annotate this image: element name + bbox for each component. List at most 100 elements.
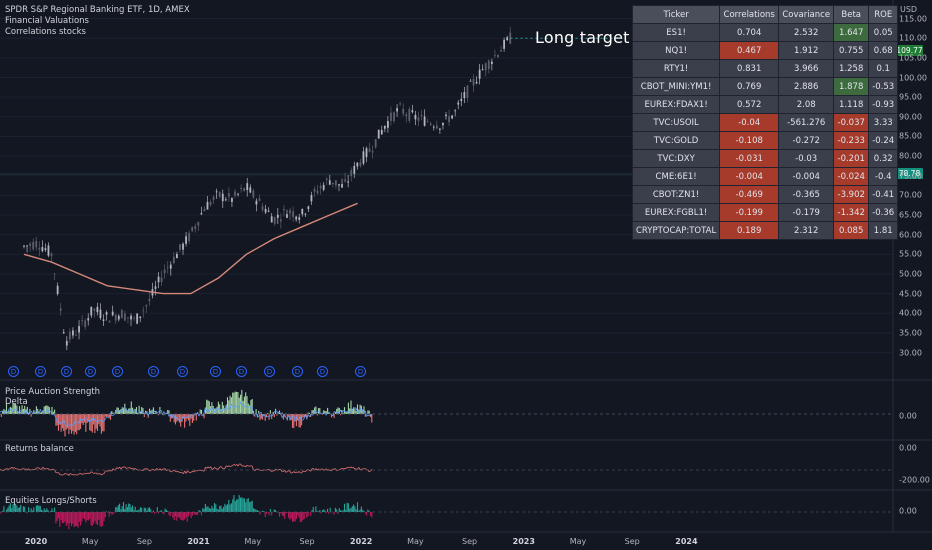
candle-body xyxy=(261,206,264,211)
candle-body xyxy=(179,244,181,250)
dividend-marker-icon[interactable]: D xyxy=(177,366,188,377)
candle-body xyxy=(292,211,295,218)
candle-body xyxy=(478,69,481,79)
table-row: RTY1! 0.831 3.966 1.258 0.1 xyxy=(633,60,898,77)
dividend-marker-icon[interactable]: D xyxy=(85,366,96,377)
cell-ticker: CBOT:ZN1! xyxy=(633,186,720,203)
pane-title-returns-balance[interactable]: Returns balance xyxy=(5,444,74,454)
candle-body xyxy=(114,314,117,321)
candle-body xyxy=(56,285,59,294)
candle-body xyxy=(182,243,184,250)
indicator-legend-valuations[interactable]: Financial Valuations xyxy=(5,16,89,26)
candle-body xyxy=(96,306,99,313)
candle-body xyxy=(438,128,441,130)
candle-body xyxy=(356,162,359,167)
header-roe: ROE xyxy=(869,6,898,23)
candle-body xyxy=(50,253,53,257)
dividend-marker-icon[interactable]: D xyxy=(112,366,123,377)
pane-subtitle-delta[interactable]: Delta xyxy=(5,397,28,407)
currency-label[interactable]: USD xyxy=(900,5,918,14)
candle-body xyxy=(328,180,331,185)
cell-cov: 2.532 xyxy=(779,24,834,41)
cell-corr: -0.031 xyxy=(720,150,779,167)
dividend-marker-icon[interactable]: D xyxy=(210,366,221,377)
dividend-marker-icon[interactable]: D xyxy=(35,366,46,377)
price-tick-label: 100.00 xyxy=(899,73,927,82)
header-correlations: Correlations xyxy=(720,6,779,23)
cell-cov: 2.08 xyxy=(779,96,834,113)
candle-body xyxy=(423,116,426,126)
candle-body xyxy=(338,184,340,186)
candle-body xyxy=(475,81,478,84)
candle-body xyxy=(442,122,444,126)
time-tick-label: May xyxy=(569,537,587,546)
candle-body xyxy=(212,196,215,200)
dividend-marker-icon[interactable]: D xyxy=(148,366,159,377)
candle-body xyxy=(84,320,87,328)
candle-body xyxy=(377,129,380,139)
cell-corr: 0.467 xyxy=(720,42,779,59)
candle-body xyxy=(374,139,377,148)
candle-body xyxy=(365,148,368,158)
candle-body xyxy=(316,190,319,194)
candle-body xyxy=(117,315,120,320)
cell-beta: 0.755 xyxy=(834,42,869,59)
candle-body xyxy=(276,214,279,218)
candle-body xyxy=(283,209,285,211)
dividend-marker-icon[interactable]: D xyxy=(236,366,247,377)
candle-body xyxy=(166,267,169,269)
candle-body xyxy=(494,55,496,56)
candle-body xyxy=(420,114,423,117)
candle-body xyxy=(466,85,469,98)
candle-body xyxy=(65,340,68,346)
cell-ticker: CME:6E1! xyxy=(633,168,720,185)
time-tick-label: Sep xyxy=(624,537,640,546)
dividend-marker-icon[interactable]: D xyxy=(8,366,19,377)
cell-roe: -0.93 xyxy=(869,96,898,113)
dividend-marker-icon[interactable]: D xyxy=(61,366,72,377)
cell-corr: 0.572 xyxy=(720,96,779,113)
pane2-neg-tick: -200.00 xyxy=(899,475,930,485)
candle-body xyxy=(185,236,187,244)
dividend-marker-icon[interactable]: D xyxy=(292,366,303,377)
candle-body xyxy=(325,178,328,180)
table-row: TVC:DXY -0.031 -0.03 -0.201 0.32 xyxy=(633,150,898,167)
candle-body xyxy=(136,313,139,324)
candle-body xyxy=(383,125,386,129)
cell-corr: 0.189 xyxy=(720,222,779,239)
candle-body xyxy=(457,102,460,105)
dividend-marker-icon[interactable]: D xyxy=(317,366,328,377)
cell-cov: -0.179 xyxy=(779,204,834,221)
candle-body xyxy=(267,210,270,212)
indicator-legend-correlations[interactable]: Correlations stocks xyxy=(5,27,86,37)
candle-body xyxy=(231,198,233,202)
candle-body xyxy=(194,226,197,230)
cell-beta: -0.024 xyxy=(834,168,869,185)
cell-beta: 1.647 xyxy=(834,24,869,41)
candle-body xyxy=(172,256,175,264)
dividend-marker-icon[interactable]: D xyxy=(355,366,366,377)
candle-body xyxy=(399,103,402,105)
cell-roe: -0.4 xyxy=(869,168,898,185)
delta-line xyxy=(0,401,893,426)
pane-title-equities[interactable]: Equities Longs/Shorts xyxy=(5,496,97,506)
candle-body xyxy=(353,165,356,174)
price-candles xyxy=(23,26,512,351)
candle-body xyxy=(270,216,273,223)
candle-body xyxy=(469,80,472,82)
candle-body xyxy=(393,112,395,122)
table-header-row: Ticker Correlations Covariance Beta ROE xyxy=(633,6,898,23)
pane-title-price-auction[interactable]: Price Auction Strength xyxy=(5,387,101,397)
symbol-legend[interactable]: SPDR S&P Regional Banking ETF, 1D, AMEX xyxy=(5,5,190,15)
candle-body xyxy=(380,129,383,135)
candle-body xyxy=(120,309,123,319)
cell-ticker: CBOT_MINI:YM1! xyxy=(633,78,720,95)
cell-corr: 0.704 xyxy=(720,24,779,41)
cell-ticker: RTY1! xyxy=(633,60,720,77)
cell-ticker: ES1! xyxy=(633,24,720,41)
candle-body xyxy=(448,116,450,123)
dividend-marker-icon[interactable]: D xyxy=(264,366,275,377)
candle-body xyxy=(347,181,350,183)
candle-body xyxy=(215,191,218,193)
time-tick-label: May xyxy=(244,537,262,546)
